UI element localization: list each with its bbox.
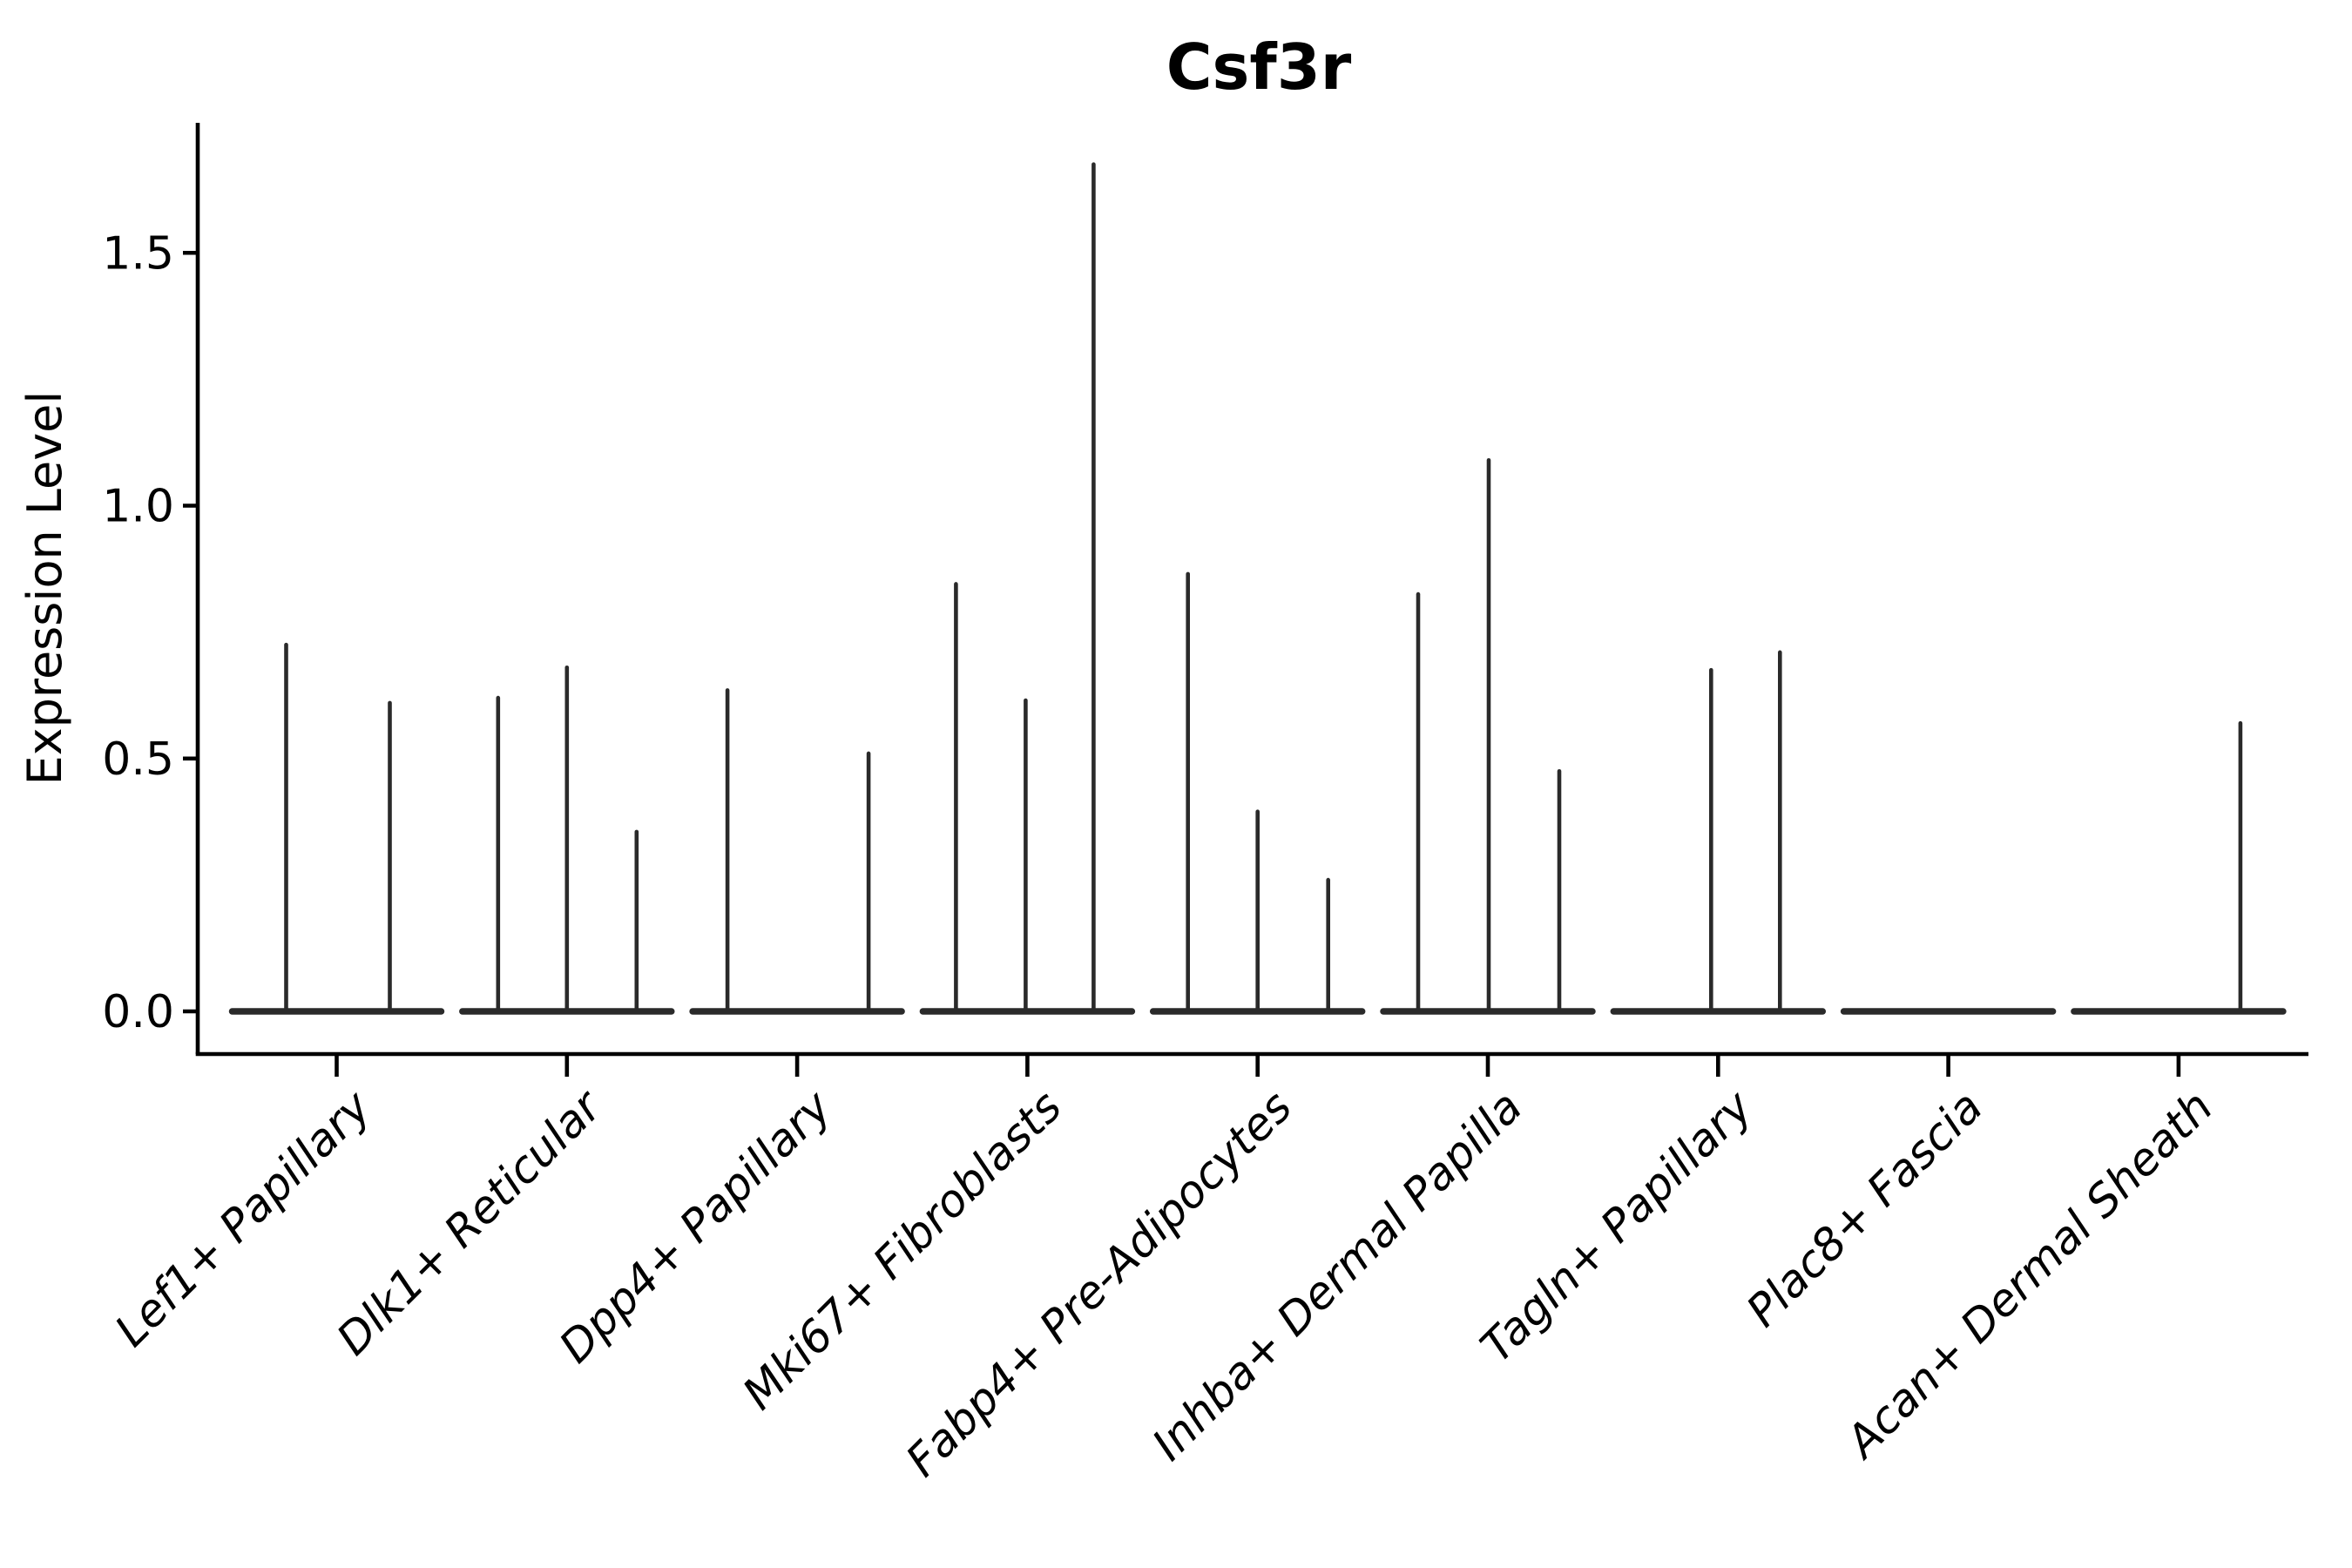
y-axis-label: Expression Level bbox=[17, 391, 72, 786]
violin bbox=[919, 162, 1136, 1015]
x-axis-ticks bbox=[335, 1054, 2181, 1077]
violin bbox=[228, 642, 445, 1015]
violin bbox=[1380, 457, 1596, 1015]
violin bbox=[1610, 650, 1827, 1015]
violin bbox=[1149, 571, 1366, 1015]
axes bbox=[195, 123, 2308, 1057]
violin bbox=[689, 688, 905, 1015]
violin bbox=[2071, 720, 2287, 1015]
x-tick-label: Fabp4+ Pre-Adipocytes bbox=[896, 1081, 1302, 1487]
x-tick-label: Plac8+ Fascia bbox=[1737, 1081, 1993, 1337]
x-tick-label: Inhba+ Dermal Papilla bbox=[1143, 1081, 1532, 1470]
y-tick-label: 0.0 bbox=[102, 986, 174, 1038]
violin bbox=[459, 665, 675, 1015]
y-axis-ticks: 0.0 0.5 1.0 1.5 bbox=[102, 227, 198, 1038]
y-tick-label: 0.5 bbox=[102, 733, 174, 786]
violins bbox=[228, 162, 2287, 1015]
x-tick-label: Acan+ Dermal Sheath bbox=[1835, 1081, 2223, 1469]
y-tick-label: 1.5 bbox=[102, 227, 174, 280]
y-tick-label: 1.0 bbox=[102, 481, 174, 533]
plot-title: Csf3r bbox=[1166, 30, 1352, 104]
